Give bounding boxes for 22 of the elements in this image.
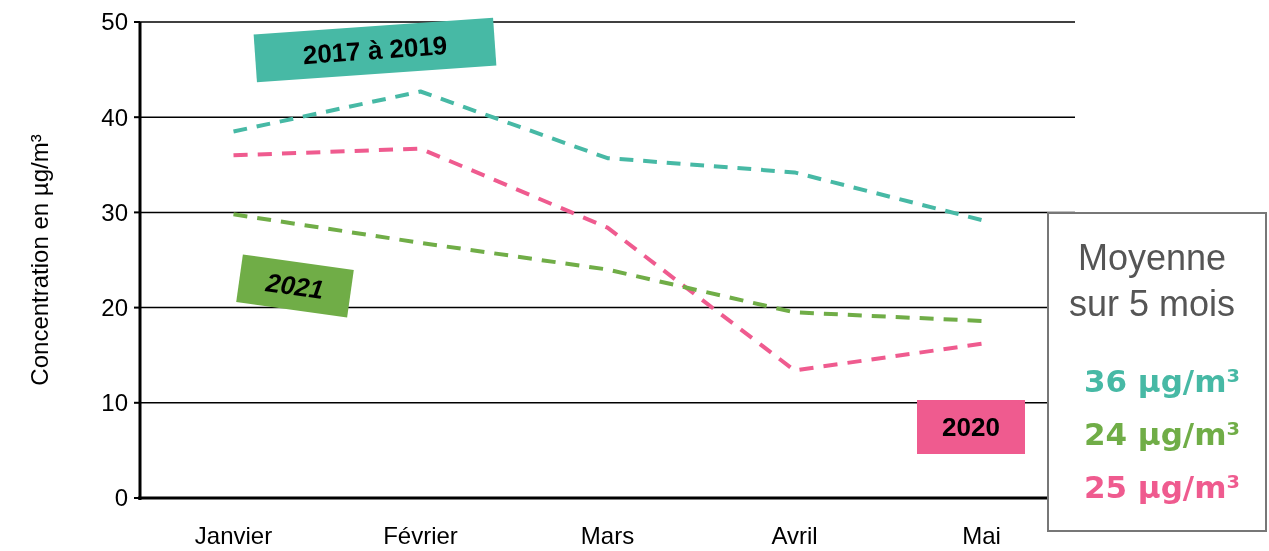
text: 2021 (263, 267, 326, 305)
text: 25 µg/m³ (1083, 469, 1241, 505)
x-tick-label: Mai (962, 522, 1001, 549)
y-tick-label: 40 (101, 103, 128, 131)
y-tick-label: 50 (101, 8, 128, 36)
annotation: Moyenne sur 5 mois (1068, 237, 1236, 324)
x-tick-label: Avril (771, 522, 818, 549)
y-tick-label: 20 (101, 294, 128, 321)
line-series (231, 89, 984, 223)
line-series (231, 146, 984, 373)
text: 2020 (942, 412, 1000, 443)
y-tick-label: 0 (114, 484, 128, 512)
series-label: 2017 à 2019 (301, 30, 449, 71)
x-tick-label: Février (383, 522, 458, 549)
y-tick-label: 30 (101, 198, 128, 226)
x-tick-label: Janvier (194, 522, 273, 549)
y-tick-label: 10 (101, 389, 128, 417)
line-series (231, 212, 984, 323)
y-axis-title: Concentration en µg/m³ (26, 134, 53, 386)
text: 24 µg/m³ (1083, 416, 1241, 452)
text: 36 µg/m³ (1083, 363, 1241, 399)
x-tick-label: Mars (580, 522, 635, 549)
